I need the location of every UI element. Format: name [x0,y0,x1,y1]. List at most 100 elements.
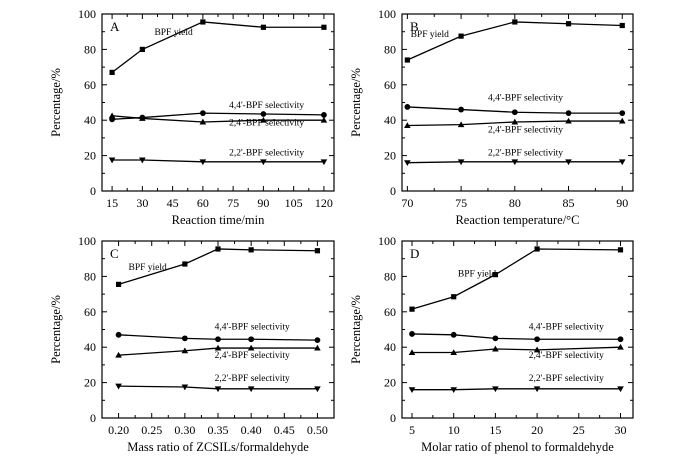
data-point [260,24,266,30]
data-point [617,343,624,350]
data-point [409,331,415,337]
y-tick-label: 60 [84,305,96,319]
data-point [321,111,327,118]
y-tick-label: 0 [90,184,96,198]
panel-label: A [110,19,120,34]
y-tick-label: 40 [84,340,96,354]
y-tick-label: 80 [84,42,96,56]
data-point [247,344,255,351]
series-label: 4,4'-BPF selectivity [229,101,304,111]
series-label: 2,2'-BPF selectivity [229,149,304,159]
data-point [321,24,327,30]
series-label: 2,4'-BPF selectivity [229,119,304,129]
data-point [457,121,465,128]
data-point [404,57,410,63]
data-point [511,118,519,125]
data-point [450,349,458,355]
x-tick-label: 15 [106,196,118,210]
data-point [248,247,254,253]
data-point [409,306,415,312]
x-tick-label: 0.50 [307,423,328,437]
data-point [181,335,188,342]
data-point [565,117,572,124]
chart-panel-c: 0 20 40 60 80 100 0.20 0.25 0.30 0.35 0.40 0.45 0.50… [49,234,335,454]
data-point [115,383,122,390]
x-tick-label: 25 [573,423,585,437]
data-point [181,347,189,354]
x-tick-label: 15 [489,423,501,437]
x-tick-label: 30 [614,423,626,437]
data-point [260,111,267,117]
y-tick-label: 40 [84,113,96,127]
data-point [115,331,122,338]
panel-label: C [110,246,119,261]
x-tick-label: 30 [136,196,148,210]
data-point [565,110,572,117]
x-tick-label: 0.30 [174,423,195,437]
data-point [314,386,321,393]
data-point [404,160,411,166]
x-tick-label: 80 [509,196,521,210]
y-tick-label: 80 [384,269,396,283]
x-tick-label: 45 [167,196,179,210]
y-axis-label: Percentage/% [349,295,363,364]
data-point [115,281,122,287]
series-line [411,248,621,310]
x-tick-label: 0.35 [208,423,229,437]
y-tick-label: 100 [78,234,96,248]
y-tick-label: 80 [84,269,96,283]
series-label: 2,4'-BPF selectivity [215,351,290,361]
data-point [199,118,207,125]
data-point [408,387,416,393]
chart-panel-a: 0 20 40 60 80 100 15 30 45 60 75 90 105 120 Reaction t… [49,7,335,227]
data-point [565,159,572,166]
y-tick-label: 20 [384,149,396,163]
data-point [182,261,188,267]
data-point [139,46,145,52]
data-point [199,110,206,117]
data-point [108,112,116,119]
series-label: BPF yield [458,269,497,279]
data-point [451,294,457,300]
y-tick-label: 100 [378,234,396,248]
data-point [617,386,624,393]
x-tick-label: 75 [227,196,239,210]
y-tick-label: 40 [384,113,396,127]
data-point [215,336,221,343]
data-point [534,246,540,252]
data-point [492,386,499,393]
data-point [619,22,625,29]
series-label: BPF yield [154,28,193,38]
x-axis-label: Reaction temperature/°C [455,213,579,227]
data-point [492,272,499,278]
y-tick-label: 20 [84,376,96,390]
data-point [408,349,416,355]
data-point [109,69,115,76]
y-tick-label: 100 [78,7,96,21]
data-point [320,159,328,166]
y-axis-label: Percentage/% [49,68,63,137]
chart-panel-b: 0 20 40 60 80 100 70 75 80 85 90 Reaction temperatu… [349,7,634,227]
y-tick-label: 0 [390,184,396,198]
data-point [404,122,411,128]
data-point [458,33,464,39]
data-point [617,336,624,343]
data-point [314,248,321,254]
data-point [619,110,626,117]
x-axis-label: Mass ratio of ZCSILs/formaldehyde [127,440,309,454]
data-point [139,115,146,121]
series-label: BPF yield [411,30,450,40]
x-tick-label: 0.40 [241,423,262,437]
x-tick-label: 0.45 [274,423,295,437]
y-tick-label: 40 [384,340,396,354]
x-tick-label: 90 [616,196,628,210]
data-point [314,337,321,344]
data-point [260,159,267,166]
x-tick-label: 120 [315,196,333,210]
series-line [411,333,621,340]
x-tick-label: 0.20 [108,423,129,437]
data-point [199,159,207,166]
panel-label: D [410,246,419,261]
